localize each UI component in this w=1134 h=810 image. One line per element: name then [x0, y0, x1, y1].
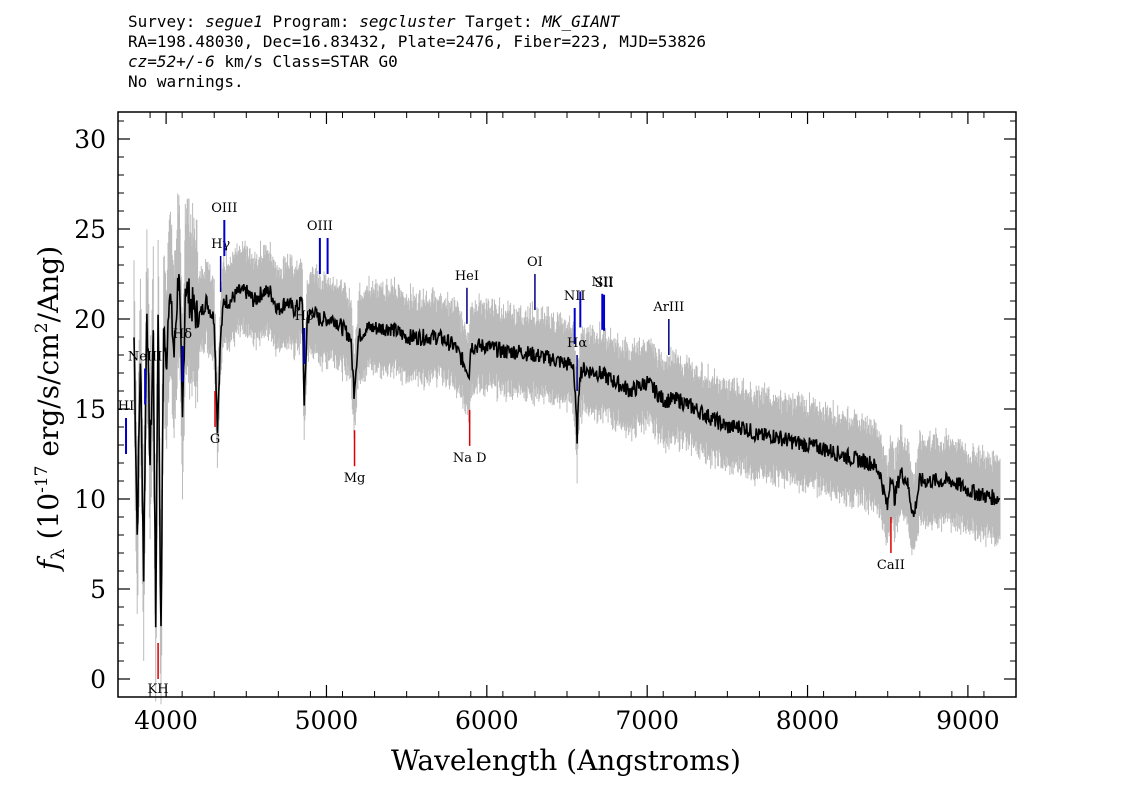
- x-tick-label: 8000: [776, 706, 840, 735]
- spectral-line-label-kh-16: KH: [148, 682, 169, 697]
- header-line-warnings: No warnings.: [128, 72, 244, 91]
- header-line-survey: Survey: segue1 Program: segcluster Targe…: [128, 12, 706, 32]
- y-tick-label: 30: [74, 125, 106, 154]
- x-tick-label: 7000: [615, 706, 679, 735]
- spectral-line-label-h--2: Hδ: [173, 327, 192, 342]
- program-label: Program:: [262, 12, 360, 31]
- x-tick-label: 5000: [295, 706, 359, 735]
- y-tick-label: 25: [74, 215, 106, 244]
- survey-label: Survey:: [128, 12, 206, 31]
- spectral-lines-layer: HINeIIIHδHγOIIIHβOIIIHeIOINIIHαNIISIIArI…: [118, 201, 905, 697]
- survey-value: segue1: [205, 12, 263, 31]
- spectral-line-label-oiii-6: OIII: [307, 219, 333, 234]
- x-axis-title: Wavelength (Angstroms): [391, 744, 741, 777]
- program-value: segcluster: [359, 12, 456, 31]
- svg-text:fλ (10-17 erg/s/cm2/Ang): fλ (10-17 erg/s/cm2/Ang): [32, 246, 69, 572]
- x-tick-label: 4000: [134, 706, 198, 735]
- spectral-line-label-caii-20: CaII: [877, 558, 905, 573]
- spectral-line-label-sii-14: SII: [594, 276, 613, 291]
- target-value: MK_GIANT: [542, 12, 620, 31]
- spectral-line-label-hei-8: HeI: [455, 269, 479, 284]
- error-band-layer: [133, 193, 1001, 705]
- y-tick-label: 0: [90, 665, 106, 694]
- y-tick-label: 10: [74, 485, 106, 514]
- spectral-line-label-h--3: Hγ: [211, 237, 230, 252]
- flux-series-line: [133, 274, 1001, 628]
- spectral-line-label-ariii-15: ArIII: [652, 300, 684, 315]
- spectral-line-label-oiii-4: OIII: [211, 201, 237, 216]
- spectral-line-label-nii-13: NII: [591, 275, 613, 290]
- spectral-line-label-hi-0: HI: [118, 399, 134, 414]
- header-line-redshift: cz=52+/-6 km/s Class=STAR G0: [128, 52, 706, 72]
- flux-error-band: [133, 193, 1001, 705]
- header-line-coordinates: RA=198.48030, Dec=16.83432, Plate=2476, …: [128, 32, 706, 51]
- axes-layer: 4000 5000 6000 7000 8000 9000 0 5 10 15 20 25 30: [74, 111, 1017, 735]
- x-tick-label: 9000: [936, 706, 1000, 735]
- y-tick-label: 5: [90, 575, 106, 604]
- flux-layer: [133, 274, 1001, 628]
- target-label: Target:: [455, 12, 543, 31]
- spectrum-header: Survey: segue1 Program: segcluster Targe…: [128, 12, 706, 92]
- spectral-line-label-g-17: G: [210, 432, 220, 447]
- spectral-line-label-na-d-19: Na D: [453, 451, 487, 466]
- y-tick-label: 15: [74, 395, 106, 424]
- spectral-line-label-oi-9: OI: [527, 255, 543, 270]
- spectral-line-label-neiii-1: NeIII: [128, 350, 162, 365]
- spectral-line-label-nii-10: NII: [564, 289, 586, 304]
- y-tick-label: 20: [74, 305, 106, 334]
- class-value: km/s Class=STAR G0: [214, 52, 398, 71]
- redshift-value: cz=52+/-6: [128, 52, 215, 71]
- y-axis-title: fλ (10-17 erg/s/cm2/Ang): [32, 246, 69, 572]
- spectral-line-label-mg-18: Mg: [344, 471, 366, 486]
- x-tick-label: 6000: [455, 706, 519, 735]
- spectral-line-label-h--5: Hβ: [295, 309, 314, 324]
- spectral-line-label-h--11: Hα: [567, 336, 587, 351]
